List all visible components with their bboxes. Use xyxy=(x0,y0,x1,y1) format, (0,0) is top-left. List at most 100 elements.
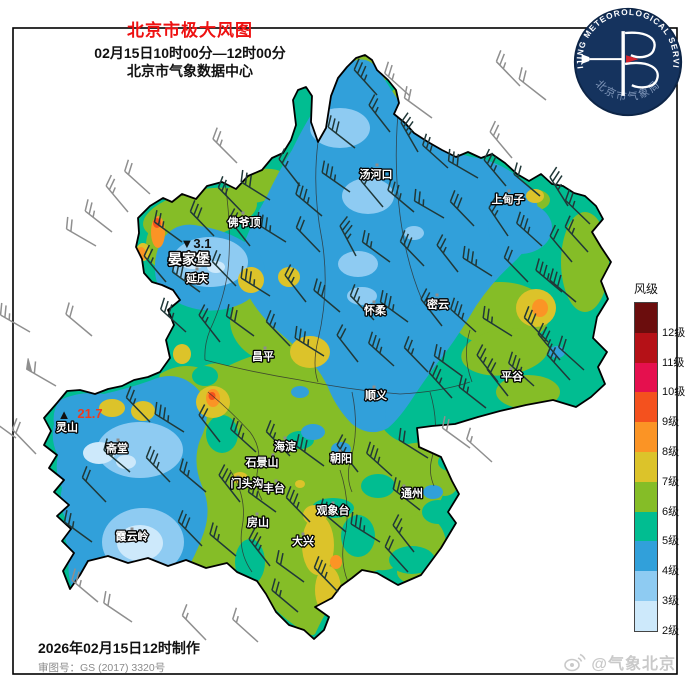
legend-item-label: 10级 xyxy=(662,386,686,399)
wind-barb-icon xyxy=(495,50,521,87)
station-dot xyxy=(130,527,134,531)
station-label: 灵山 xyxy=(56,420,78,434)
station-dot xyxy=(338,449,342,453)
wind-barb-icon xyxy=(125,386,151,423)
made-time: 2026年02月15日12时制作 xyxy=(38,640,200,656)
legend-item: 5级 xyxy=(635,511,679,547)
wind-barb-icon xyxy=(549,224,573,263)
wind-barb-icon xyxy=(403,336,429,373)
legend-item: 11级 xyxy=(635,332,684,369)
wind-barb-icon xyxy=(523,306,549,343)
wind-barb-icon xyxy=(518,67,547,101)
wind-barb-icon xyxy=(145,446,171,483)
wind-barb-icon xyxy=(458,375,487,409)
station-dot xyxy=(274,479,278,483)
legend-item: 12级 xyxy=(635,303,685,339)
wind-vane-icon xyxy=(581,31,659,96)
station-dot xyxy=(331,501,335,505)
station-label: 房山 xyxy=(247,515,269,529)
zone-level7 xyxy=(99,189,556,614)
wind-barb-icon xyxy=(63,510,93,543)
wind-barb-icon xyxy=(313,556,339,593)
data-source: 北京市气象数据中心 xyxy=(127,63,253,80)
wind-barb-icon xyxy=(0,302,31,333)
wind-barb-icon xyxy=(181,604,207,641)
wind-barb-icon xyxy=(65,216,97,247)
legend-item-label: 11级 xyxy=(662,356,685,369)
extreme-value-annotations: ▼3.1 ▲ 21.7 xyxy=(58,236,212,422)
wind-barb-icon xyxy=(198,304,221,343)
wind-barb-icon xyxy=(313,278,341,313)
station-dot xyxy=(375,163,379,167)
beijing-boundary xyxy=(43,54,612,640)
wind-barb-icon xyxy=(483,148,507,187)
wind-barb-icon xyxy=(232,607,259,643)
wind-barb-icon xyxy=(420,288,443,327)
wind-barb-icon xyxy=(153,210,183,243)
wind-barb-icon xyxy=(265,310,291,347)
wind-barb-icon xyxy=(384,535,409,573)
wind-barb-icon xyxy=(248,528,271,567)
station-label: 门头沟 xyxy=(231,476,264,490)
station-dot xyxy=(236,475,240,479)
logo-emblem-icon: BEIJING METEOROLOGICAL SERVICE 北京市气象局 xyxy=(566,0,683,117)
station-dot xyxy=(195,267,199,271)
wind-barbs-layer xyxy=(0,50,591,643)
watermark-text: @气象北京 xyxy=(591,656,676,673)
wind-barb-icon xyxy=(177,510,203,547)
station-label: 佛爷顶 xyxy=(227,215,261,229)
wind-barb-icon xyxy=(189,200,215,237)
station-label: 密云 xyxy=(427,297,449,311)
wind-barb-icon xyxy=(436,234,459,273)
wind-barb-icon xyxy=(399,230,425,267)
wind-barb-icon xyxy=(211,250,237,287)
wind-barb-icon xyxy=(546,343,571,381)
wind-barb-icon xyxy=(466,427,493,463)
wind-barb-icon xyxy=(247,480,277,513)
wind-barb-icon xyxy=(549,268,577,303)
legend-item-label: 5级 xyxy=(662,535,680,548)
wind-barb-icon xyxy=(84,199,113,233)
wind-barb-icon xyxy=(403,86,433,119)
wind-barb-icon xyxy=(336,324,359,363)
wind-barb-icon xyxy=(295,216,321,253)
wind-barb-icon xyxy=(508,351,535,387)
legend-item-label: 8级 xyxy=(662,445,680,458)
wind-barb-icon xyxy=(366,441,393,477)
wind-barb-icon xyxy=(198,404,221,443)
station-label: 汤河口 xyxy=(360,167,393,181)
station-label: 顺义 xyxy=(365,388,388,402)
station-dot xyxy=(255,512,259,516)
station-dot xyxy=(283,436,287,440)
wind-barb-icon xyxy=(360,169,384,208)
wind-barb-icon xyxy=(462,245,493,277)
wind-barb-icon xyxy=(549,166,569,207)
legend-item: 4级 xyxy=(635,541,679,577)
station-dot xyxy=(116,438,120,442)
wind-barb-icon xyxy=(339,215,357,257)
wind-barb-icon xyxy=(392,477,421,511)
station-dot xyxy=(402,484,406,488)
station-label: 平谷 xyxy=(501,369,524,383)
wind-barb-icon xyxy=(398,427,429,459)
wind-barb-icon xyxy=(535,258,563,293)
wind-barb-icon xyxy=(349,284,375,321)
station-label: 怀柔 xyxy=(364,303,387,317)
watermark: @气象北京 xyxy=(563,650,676,674)
wind-barb-icon xyxy=(488,197,509,237)
wind-barb-icon xyxy=(513,162,541,197)
wind-barb-icon xyxy=(447,148,479,179)
wind-barb-icon xyxy=(486,358,509,397)
legend-item-label: 7级 xyxy=(662,475,680,488)
weibo-icon xyxy=(564,653,587,672)
station-dot xyxy=(301,532,305,536)
station-label: 丰台 xyxy=(263,481,285,495)
wind-barb-icon xyxy=(482,305,513,337)
legend-item: 10级 xyxy=(635,362,685,398)
station-label: 上甸子 xyxy=(492,192,525,206)
wind-barb-icon xyxy=(336,434,359,473)
station-dot xyxy=(241,211,245,215)
wind-barb-icon xyxy=(218,464,241,503)
legend-item-label: 4级 xyxy=(662,565,680,578)
